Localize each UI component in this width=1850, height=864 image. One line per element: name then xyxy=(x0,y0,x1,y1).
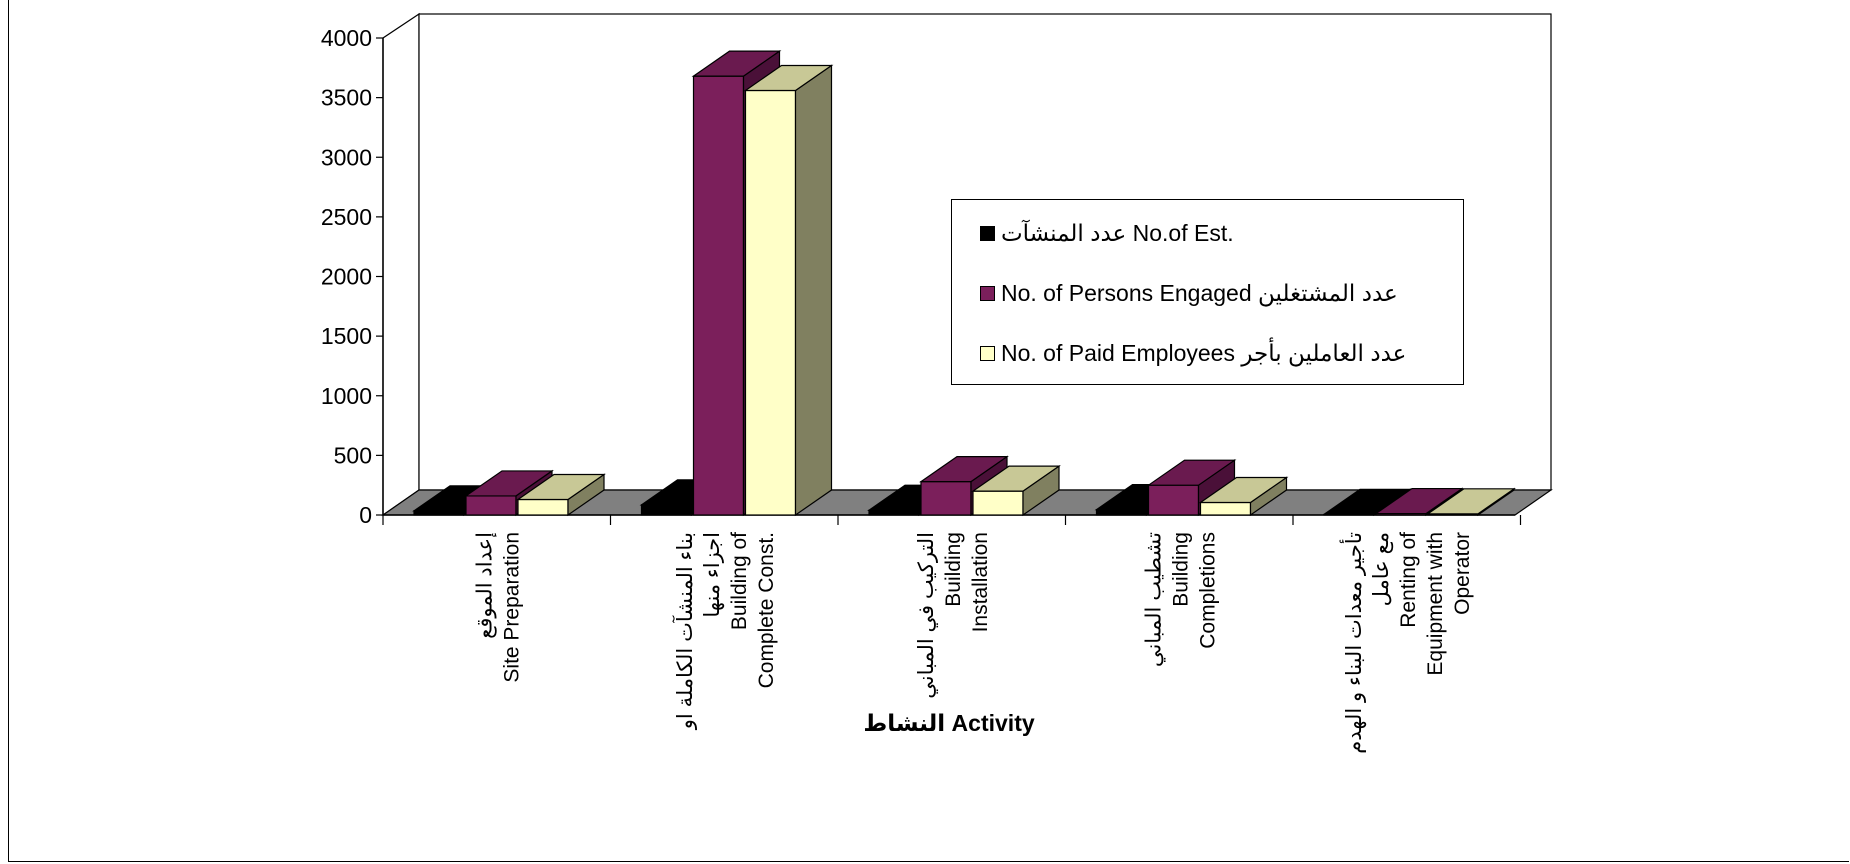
bar-front xyxy=(1095,509,1148,516)
y-tick-label: 3500 xyxy=(321,85,372,111)
category-label: Installation xyxy=(969,532,992,632)
category-label: التركيب في المباني xyxy=(915,532,938,699)
category-label: Renting of xyxy=(1397,532,1420,628)
y-tick-label: 2000 xyxy=(321,264,372,290)
bar-front xyxy=(517,498,569,516)
bar-side xyxy=(794,64,833,517)
legend-item: No. of Persons Engaged عدد المشتغلين xyxy=(980,280,1398,307)
bar-front xyxy=(465,495,517,516)
bar-0-2 xyxy=(516,473,606,517)
x-axis-label: النشاط Activity xyxy=(863,710,1035,736)
bar-front xyxy=(744,89,797,516)
category-label: Operator xyxy=(1451,532,1474,615)
bar-top xyxy=(1374,487,1464,515)
bar-top xyxy=(919,456,1009,483)
category-label: مع عامل xyxy=(1370,532,1393,606)
bar-top xyxy=(464,470,554,497)
bar-front xyxy=(868,509,920,516)
legend-item: عدد المنشآت No.of Est. xyxy=(980,220,1234,247)
y-tick-label: 2500 xyxy=(321,204,372,230)
category-label: Building of xyxy=(728,532,751,630)
category-label: Site Preparation xyxy=(500,532,523,683)
legend-item: No. of Paid Employees عدد العاملين بأجر xyxy=(980,340,1406,367)
legend-swatch xyxy=(980,286,995,301)
legend-swatch xyxy=(980,346,995,361)
bar-top xyxy=(743,64,834,92)
bar-1-2 xyxy=(743,64,834,517)
category-label: تأجير معدات البناء و الهدم xyxy=(1339,532,1366,754)
category-label: Complete Const. xyxy=(755,532,778,688)
category-label: اجزاء منها xyxy=(701,532,724,618)
y-tick-label: 500 xyxy=(334,442,372,468)
bar-top xyxy=(1426,488,1516,515)
legend-swatch xyxy=(980,226,995,241)
legend-label: No. of Paid Employees عدد العاملين بأجر xyxy=(1001,340,1407,366)
y-tick-label: 1500 xyxy=(321,323,372,349)
category-label: Equipment with xyxy=(1424,532,1447,676)
bar-top xyxy=(1198,476,1289,504)
bar-top xyxy=(516,473,606,501)
bar-3-2 xyxy=(1198,476,1289,517)
category-label: Building xyxy=(942,532,965,607)
legend-label: No. of Persons Engaged عدد المشتغلين xyxy=(1001,280,1398,306)
chart-frame xyxy=(8,0,1849,862)
bar-top xyxy=(691,50,782,77)
category-label: تشطيب المباني xyxy=(1142,532,1165,667)
y-tick-label: 4000 xyxy=(321,25,372,51)
bar-front xyxy=(920,481,972,516)
side-wall xyxy=(382,12,420,517)
bar-top xyxy=(971,465,1061,492)
category-label: إعداد الموقع xyxy=(473,532,497,639)
bar-front xyxy=(1199,501,1252,516)
bar-front xyxy=(972,490,1024,516)
bar-front xyxy=(413,510,465,516)
category-label: Building xyxy=(1169,532,1192,607)
bar-top xyxy=(1146,459,1237,486)
y-tick-label: 1000 xyxy=(321,383,372,409)
bar-4-2 xyxy=(1426,487,1516,517)
y-tick-label: 0 xyxy=(359,502,372,528)
y-tick-label: 3000 xyxy=(321,144,372,170)
bar-2-2 xyxy=(971,465,1061,517)
category-label: بناء المنشآت الكاملة او xyxy=(672,532,697,730)
chart-legend: عدد المنشآت No.of Est. No. of Persons Eng… xyxy=(951,199,1464,385)
legend-label: عدد المنشآت No.of Est. xyxy=(1001,220,1234,246)
bar-front xyxy=(692,75,745,516)
bar-front xyxy=(1147,484,1200,516)
bar-front xyxy=(640,504,693,516)
category-label: Completions xyxy=(1196,532,1219,649)
